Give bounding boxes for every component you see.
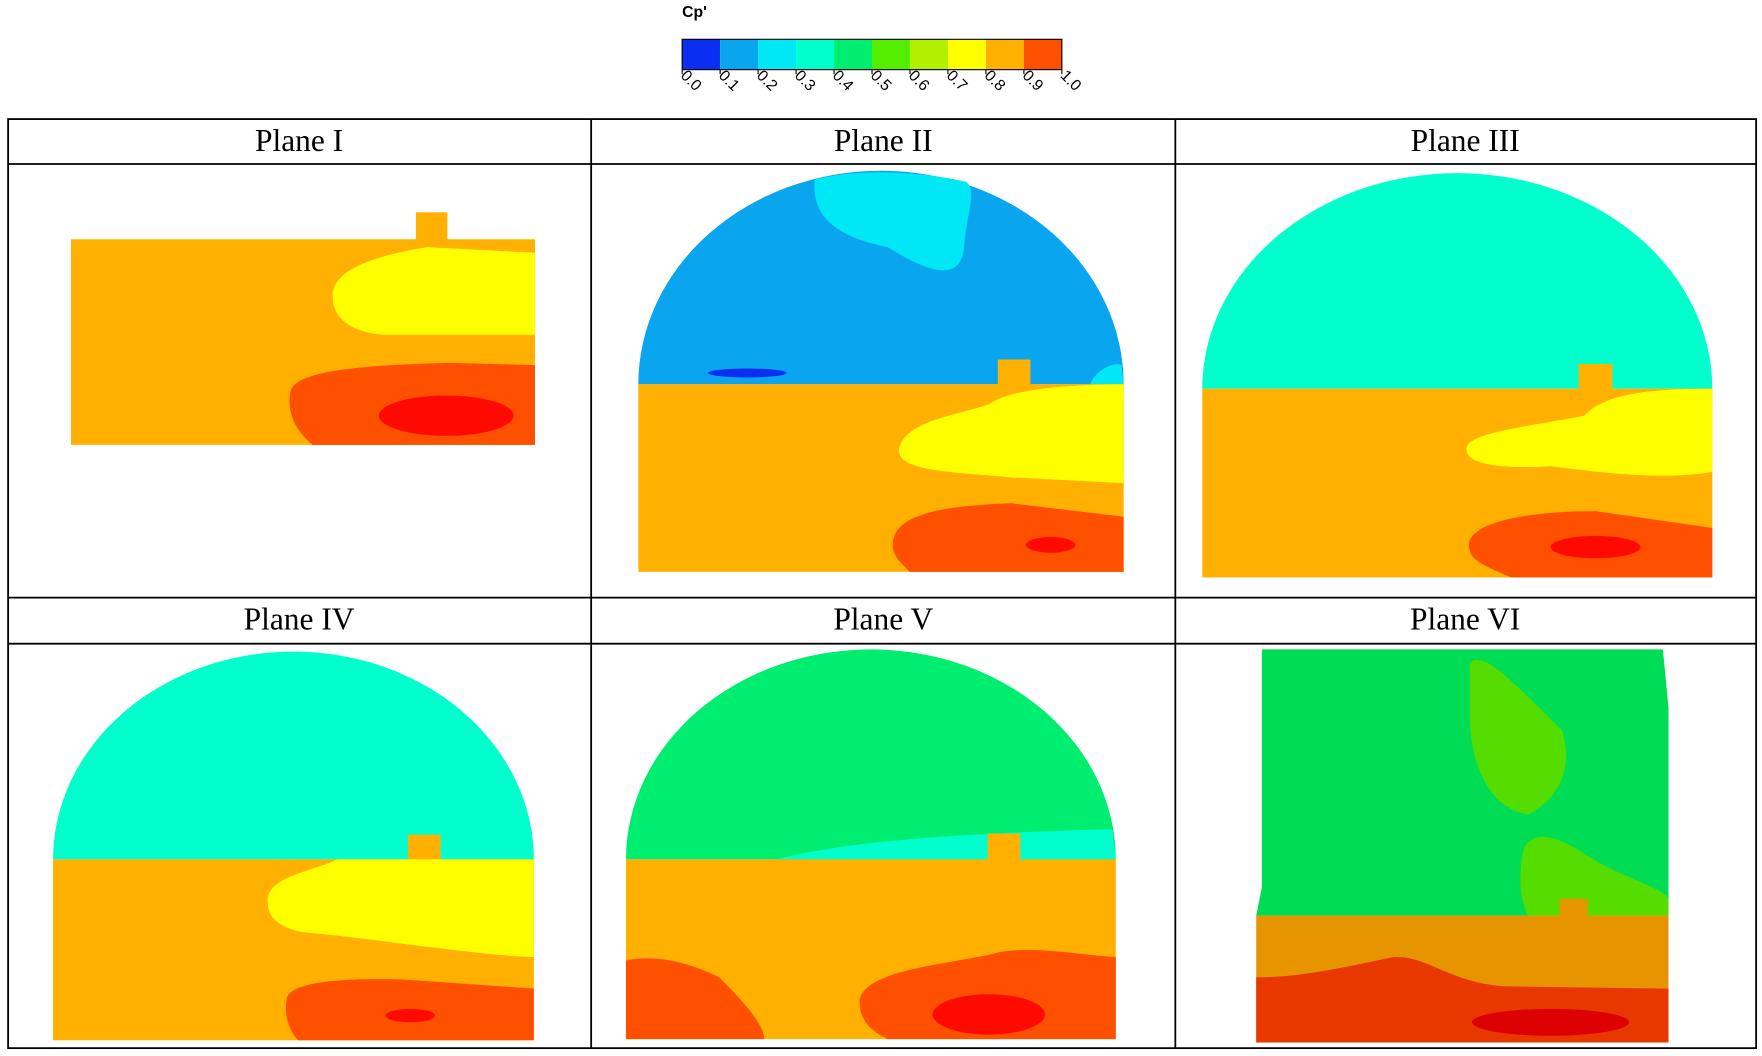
table-grid bbox=[7, 118, 1758, 1050]
colorbar-segment bbox=[758, 39, 797, 70]
contour-plane-5 bbox=[625, 649, 1116, 1040]
colorbar-tick-label: 0.0 bbox=[677, 67, 705, 95]
colorbar-segment bbox=[872, 39, 910, 70]
panel-title: Plane IV bbox=[244, 602, 355, 637]
colorbar-tick-label: 0.8 bbox=[981, 67, 1009, 95]
colorbar-tick-label: 0.7 bbox=[943, 67, 970, 94]
panel-title: Plane III bbox=[1411, 123, 1520, 158]
colorbar-tick-label: 0.6 bbox=[905, 67, 933, 95]
colorbar-tick-label: 0.9 bbox=[1019, 67, 1046, 94]
colorbar-segment bbox=[985, 39, 1024, 70]
contour-plane-6 bbox=[1256, 649, 1669, 1043]
colorbar-tick-label: 0.5 bbox=[867, 67, 895, 95]
colorbar-tick-label: 0.3 bbox=[791, 67, 819, 95]
panel-title: Plane I bbox=[255, 123, 343, 158]
colorbar: 0.0 0.1 0.2 0.3 0.4 0.5 0.6 0.7 0.8 0.9 1.0 bbox=[677, 38, 1085, 95]
contour-plane-1 bbox=[71, 212, 535, 445]
colorbar-segment bbox=[947, 39, 986, 70]
colorbar-segment bbox=[909, 39, 948, 70]
colorbar-segment bbox=[834, 39, 873, 70]
colorbar-tick-label: 1.0 bbox=[1057, 67, 1085, 95]
colorbar-segment bbox=[720, 39, 759, 70]
colorbar-title: Cp' bbox=[682, 4, 707, 21]
colorbar-segment bbox=[796, 39, 835, 70]
contour-plane-3 bbox=[1202, 173, 1713, 578]
contour-plane-2 bbox=[638, 170, 1124, 572]
colorbar-tick-label: 0.2 bbox=[753, 67, 780, 94]
colorbar-segment bbox=[1023, 39, 1062, 70]
panel-title: Plane II bbox=[834, 123, 933, 158]
panel-title: Plane VI bbox=[1410, 602, 1520, 637]
colorbar-segment bbox=[682, 39, 721, 70]
contour-plane-4 bbox=[53, 651, 534, 1041]
panel-title: Plane V bbox=[833, 602, 933, 637]
colorbar-tick-label: 0.1 bbox=[715, 67, 742, 94]
colorbar-tick-label: 0.4 bbox=[829, 67, 857, 95]
